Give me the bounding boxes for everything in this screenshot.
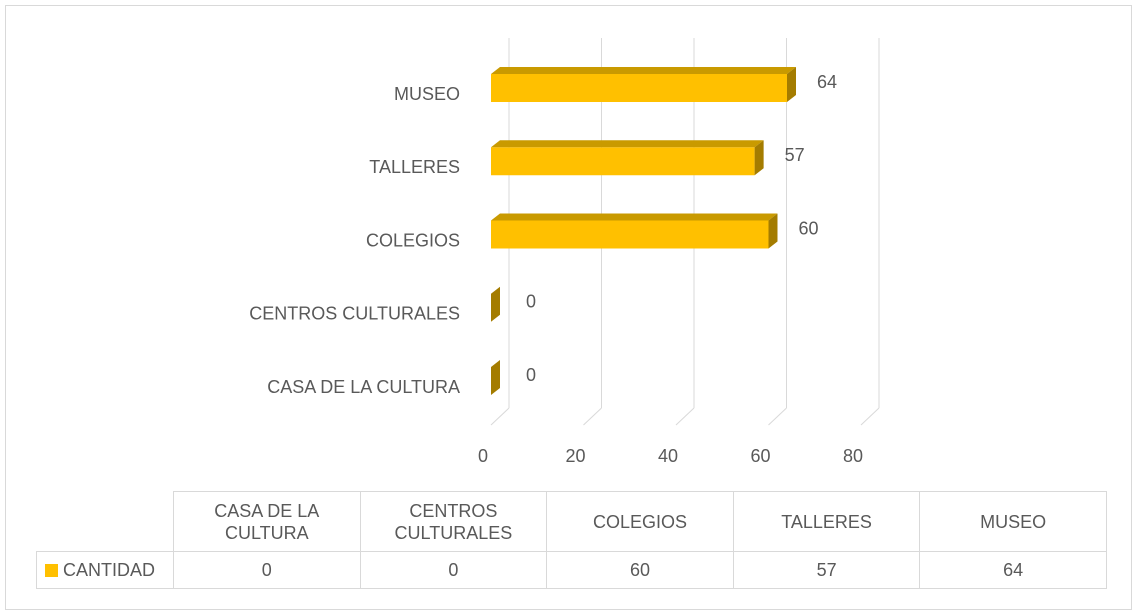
y-tick-label: CASA DE LA CULTURA <box>267 377 460 397</box>
table-value: 0 <box>359 551 548 589</box>
bar-side <box>754 140 764 176</box>
bar-top <box>491 213 778 221</box>
cell-text: CASA DE LA CULTURA <box>214 500 320 543</box>
cell-text: TALLERES <box>781 511 872 532</box>
table-legend: CANTIDAD <box>36 551 174 589</box>
legend-label: CANTIDAD <box>63 560 156 580</box>
bar-side <box>491 286 500 322</box>
chart-border <box>5 5 1132 610</box>
x-tick-label: 80 <box>843 446 863 466</box>
x-tick-label: 60 <box>750 446 770 466</box>
data-label: 57 <box>785 145 805 165</box>
data-label: 60 <box>798 218 818 238</box>
grid-line-floor <box>768 407 787 426</box>
data-label: 0 <box>526 292 536 312</box>
y-tick-label: TALLERES <box>369 157 460 177</box>
bar-side <box>491 360 500 395</box>
table-value: 57 <box>732 551 921 589</box>
y-tick-label: CENTROS CULTURALES <box>249 304 460 324</box>
cell-text: CENTROS CULTURALES <box>394 500 513 543</box>
table-value: 0 <box>173 551 361 589</box>
table-value: 60 <box>546 551 734 589</box>
bar <box>491 74 787 102</box>
data-label: 0 <box>526 365 536 385</box>
legend-key <box>45 563 58 577</box>
y-tick-label: MUSEO <box>394 84 460 104</box>
cell-text: 57 <box>816 560 837 580</box>
y-tick-label: COLEGIOS <box>366 230 460 250</box>
bar <box>491 220 769 249</box>
table-value: 64 <box>919 551 1107 589</box>
bar-top <box>491 140 764 148</box>
cell-text: 0 <box>261 560 272 580</box>
cell-text: 0 <box>448 560 459 580</box>
table-header: CASA DE LA CULTURA <box>173 491 361 552</box>
cell-text: 60 <box>629 560 650 580</box>
bar-side <box>787 67 796 102</box>
table-header: CENTROS CULTURALES <box>359 491 548 552</box>
grid-line-floor <box>490 407 510 426</box>
cell-text: MUSEO <box>980 511 1047 532</box>
bar <box>491 147 755 176</box>
table-header: MUSEO <box>919 491 1107 552</box>
grid-line-floor <box>860 407 880 426</box>
bar-side <box>768 213 778 249</box>
x-tick-label: 20 <box>565 446 585 466</box>
data-label: 64 <box>817 72 837 92</box>
cell-text: COLEGIOS <box>592 511 687 532</box>
cell-text: 64 <box>1003 560 1024 580</box>
x-tick-label: 40 <box>658 446 678 466</box>
table-header: COLEGIOS <box>546 491 734 552</box>
x-tick-label: 0 <box>478 446 488 466</box>
table-header: TALLERES <box>732 491 921 552</box>
grid-line-floor <box>675 407 695 426</box>
bar-top <box>491 67 796 74</box>
grid-line-floor <box>583 407 602 426</box>
